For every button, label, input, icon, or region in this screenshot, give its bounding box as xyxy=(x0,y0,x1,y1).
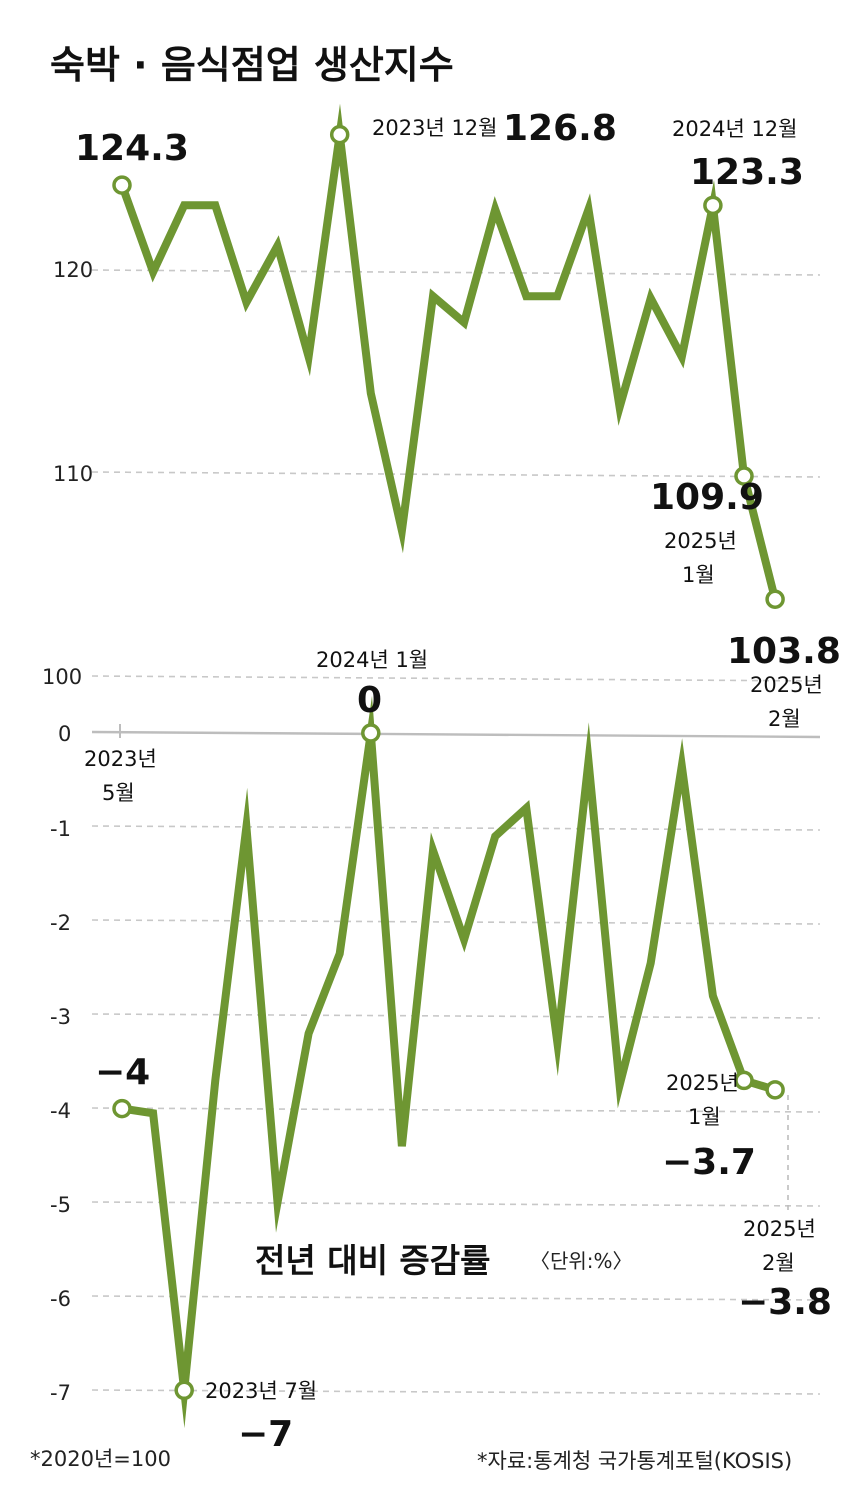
index-point-2023-12 xyxy=(329,124,350,145)
label-yoy-2023-07-value: −7 xyxy=(238,1414,293,1455)
y-tick-minus-5: -5 xyxy=(50,1193,71,1217)
label-2025-01-value: 109.9 xyxy=(650,477,764,518)
production-index-line xyxy=(118,103,779,601)
label-2023-12-value: 126.8 xyxy=(503,108,617,149)
label-yoy-2025-01-value: −3.7 xyxy=(662,1142,756,1183)
yoy-point-2023-07 xyxy=(174,1380,194,1401)
label-2024-12-value: 123.3 xyxy=(690,152,804,193)
label-yoy-2023-07-date: 2023년 7월 xyxy=(205,1379,317,1403)
label-yoy-2025-02-date: 2025년 xyxy=(743,1217,816,1241)
y-tick-0: 0 xyxy=(58,722,71,746)
yoy-point-2023-05 xyxy=(112,1098,132,1119)
label-first-month: 5월 xyxy=(102,781,135,805)
label-2025-02-month: 2월 xyxy=(768,707,801,731)
label-first-date: 2023년 xyxy=(84,747,157,771)
label-2025-01-month: 1월 xyxy=(682,563,715,587)
gridline-110 xyxy=(91,471,821,478)
y-tick-120: 120 xyxy=(53,258,93,282)
y-tick-minus-6: -6 xyxy=(50,1287,71,1311)
gridline-minus-1 xyxy=(91,825,821,831)
base-year-note: *2020년=100 xyxy=(30,1447,171,1471)
label-2025-01-date: 2025년 xyxy=(664,529,737,553)
label-yoy-2025-01-date: 2025년 xyxy=(666,1071,739,1095)
x-axis-line xyxy=(91,730,821,739)
yoy-point-2024-01 xyxy=(361,723,381,743)
yoy-chart-title: 전년 대비 증감률 xyxy=(255,1241,491,1280)
y-tick-110: 110 xyxy=(53,462,93,486)
index-point-2023-05 xyxy=(112,175,132,195)
gridline-100 xyxy=(91,675,821,682)
label-2024-12-date: 2024년 12월 xyxy=(672,117,797,141)
index-point-2025-01 xyxy=(734,466,754,486)
gridline-minus-3 xyxy=(91,1013,821,1019)
gridline-minus-5 xyxy=(91,1201,821,1207)
label-2025-02-date: 2025년 xyxy=(750,673,823,697)
y-tick-minus-4: -4 xyxy=(50,1099,71,1123)
gridline-minus-6 xyxy=(91,1295,821,1301)
index-point-2025-02 xyxy=(765,589,785,609)
label-yoy-2024-01-value: 0 xyxy=(357,680,382,721)
chart-title: 숙박 · 음식점업 생산지수 xyxy=(50,43,454,87)
label-yoy-2025-02-value: −3.8 xyxy=(738,1282,832,1323)
label-2023-12-date: 2023년 12월 xyxy=(372,116,497,140)
gridline-120 xyxy=(91,269,821,276)
y-tick-minus-2: -2 xyxy=(50,911,71,935)
label-yoy-first-value: −4 xyxy=(95,1052,150,1093)
label-first-value: 124.3 xyxy=(75,128,189,169)
y-tick-minus-1: -1 xyxy=(50,817,71,841)
source-note: *자료:통계청 국가통계포털(KOSIS) xyxy=(477,1449,792,1473)
gridline-minus-7 xyxy=(91,1389,821,1395)
yoy-chart-unit: 〈단위:%〉 xyxy=(530,1249,633,1273)
yoy-point-2025-02 xyxy=(765,1080,785,1100)
label-2025-02-value: 103.8 xyxy=(727,631,841,672)
y-tick-minus-7: -7 xyxy=(50,1381,71,1405)
index-point-2024-12 xyxy=(703,195,723,216)
label-yoy-2025-02-month: 2월 xyxy=(762,1251,795,1275)
yoy-change-line xyxy=(121,695,777,1429)
yoy-change-markers xyxy=(112,723,785,1401)
y-tick-minus-3: -3 xyxy=(50,1005,71,1029)
yoy-point-2025-01 xyxy=(734,1070,754,1091)
production-index-markers xyxy=(112,124,785,609)
label-yoy-2025-01-month: 1월 xyxy=(688,1105,721,1129)
y-tick-100: 100 xyxy=(42,665,82,689)
label-yoy-2024-01-date: 2024년 1월 xyxy=(316,648,428,672)
